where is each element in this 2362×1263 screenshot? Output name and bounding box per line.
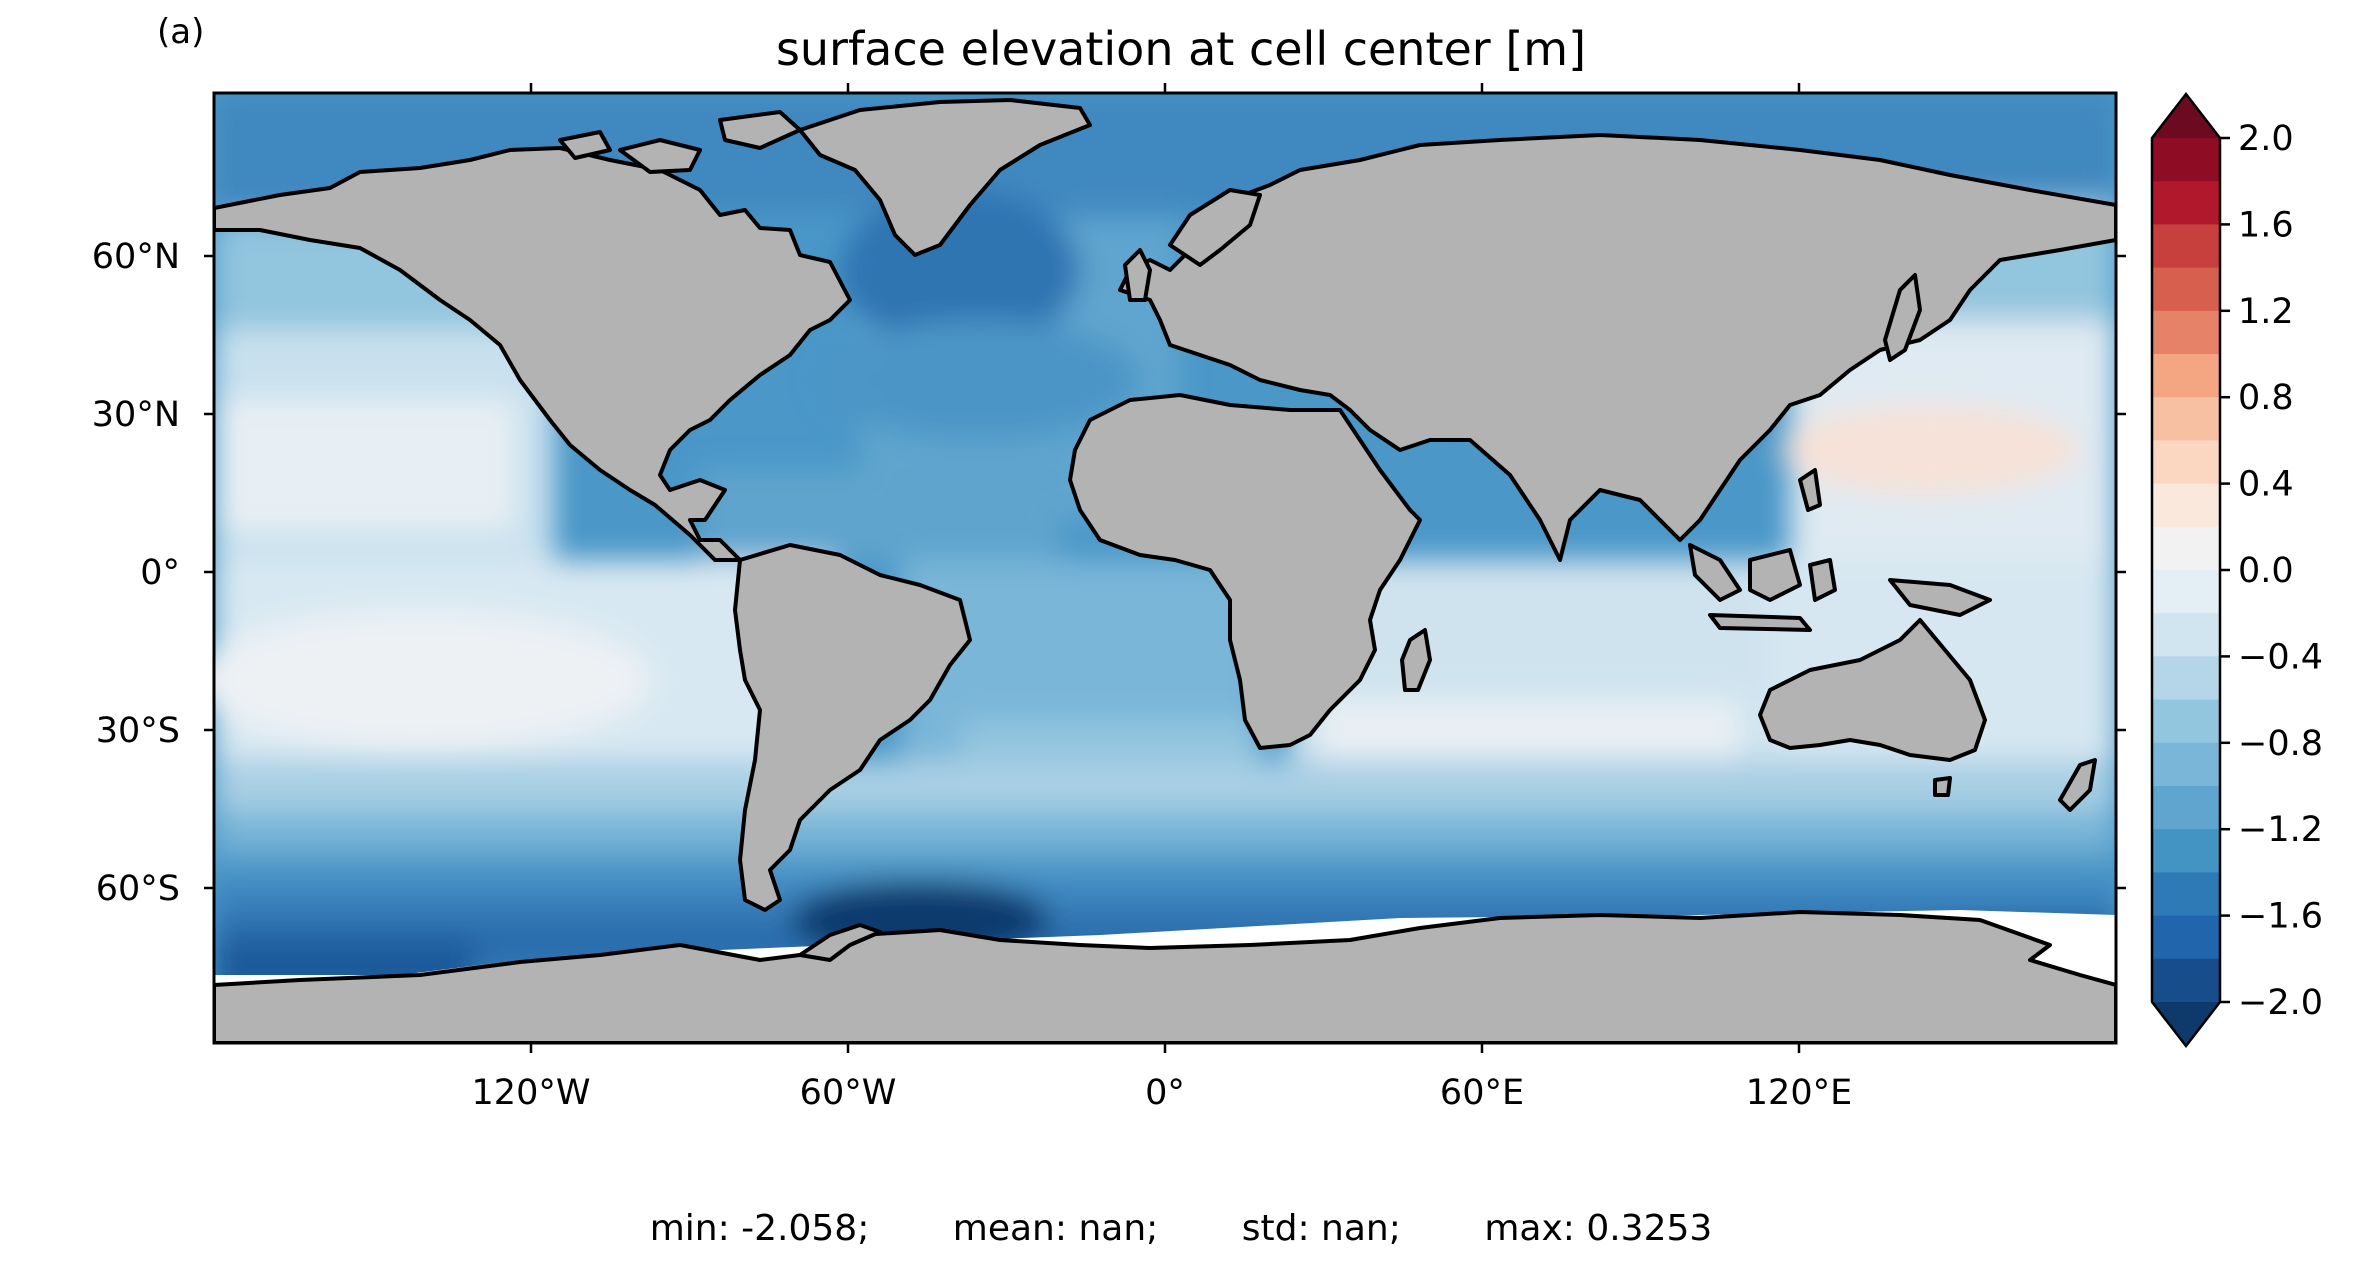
antarctica [214,910,2116,1043]
colorbar-bin [2152,526,2220,571]
colorbar-tick-label: 0.0 [2238,551,2294,591]
colorbar-tick-label: 0.8 [2238,378,2294,418]
colorbar-tick-label: −2.0 [2238,983,2323,1023]
australia [1758,618,1987,762]
colorbar-tick-label: −0.4 [2238,637,2323,677]
lon-label-120w: 120°W [472,1073,591,1113]
lon-label-120e: 120°E [1746,1073,1852,1113]
colorbar-bin [2152,310,2220,355]
lon-label-60w: 60°W [800,1073,897,1113]
lat-label-30s: 30°S [96,711,180,751]
lat-label-0: 0° [140,553,180,593]
colorbar-bin [2152,483,2220,528]
colorbar [2150,91,2230,1049]
stat-std: std: nan; [1241,1208,1401,1249]
colorbar-bin [2152,786,2220,830]
lon-axis [529,83,1801,1053]
colorbar-bin [2152,829,2220,873]
colorbar-bin [2152,872,2220,917]
panel-label: (a) [157,12,205,52]
colorbar-bin [2152,613,2220,657]
colorbar-tick-label: −1.2 [2238,810,2323,850]
lon-label-60e: 60°E [1440,1073,1524,1113]
stat-max: max: 0.3253 [1484,1208,1713,1249]
colorbar-tick-label: −0.8 [2238,724,2323,764]
africa [1068,393,1422,750]
colorbar-bin [2152,958,2220,1003]
colorbar-bin [2152,397,2220,441]
lat-axis [204,254,2126,890]
colorbar-tick-label: 0.4 [2238,465,2294,505]
colorbar-bin [2152,570,2220,614]
greenland [798,98,1092,257]
map-title-text: surface elevation at cell center [m] [775,22,1587,76]
colorbar-bin [2152,699,2220,744]
lon-label-0: 0° [1145,1073,1185,1113]
colorbar-bin [2152,915,2220,960]
colorbar-bin [2152,440,2220,485]
lat-label-60s: 60°S [96,869,180,909]
lat-label-30n: 30°N [92,395,180,435]
stats-line: min: -2.058; mean: nan; std: nan; max: 0… [0,1208,2362,1249]
colorbar-bin [2152,742,2220,787]
south-america [733,543,972,912]
colorbar-bin [2152,181,2220,225]
map-title: surface elevation at cell center [m] [0,22,2362,76]
colorbar-tick-label: 1.6 [2238,205,2294,245]
colorbar-bin [2152,354,2220,398]
lat-label-60n: 60°N [92,237,180,277]
stat-min: min: -2.058; [649,1208,870,1249]
colorbar-bin [2152,138,2220,182]
colorbar-tick-label: 2.0 [2238,119,2294,159]
north-america [214,146,852,562]
colorbar-bin [2152,267,2220,312]
colorbar-labels: 2.0 1.6 1.2 0.8 0.4 0.0 −0.4 −0.8 −1.2 −1.6 −2.0 [2238,119,2323,1023]
colorbar-extend-max [2152,94,2220,138]
colorbar-bin [2152,224,2220,269]
colorbar-tick-label: −1.6 [2238,897,2323,937]
colorbar-tick-label: 1.2 [2238,292,2294,332]
colorbar-bin [2152,656,2220,701]
colorbar-extend-min [2152,1002,2220,1046]
eurasia [1118,133,2116,562]
stat-mean: mean: nan; [952,1208,1159,1249]
land-masses [214,98,2116,1043]
